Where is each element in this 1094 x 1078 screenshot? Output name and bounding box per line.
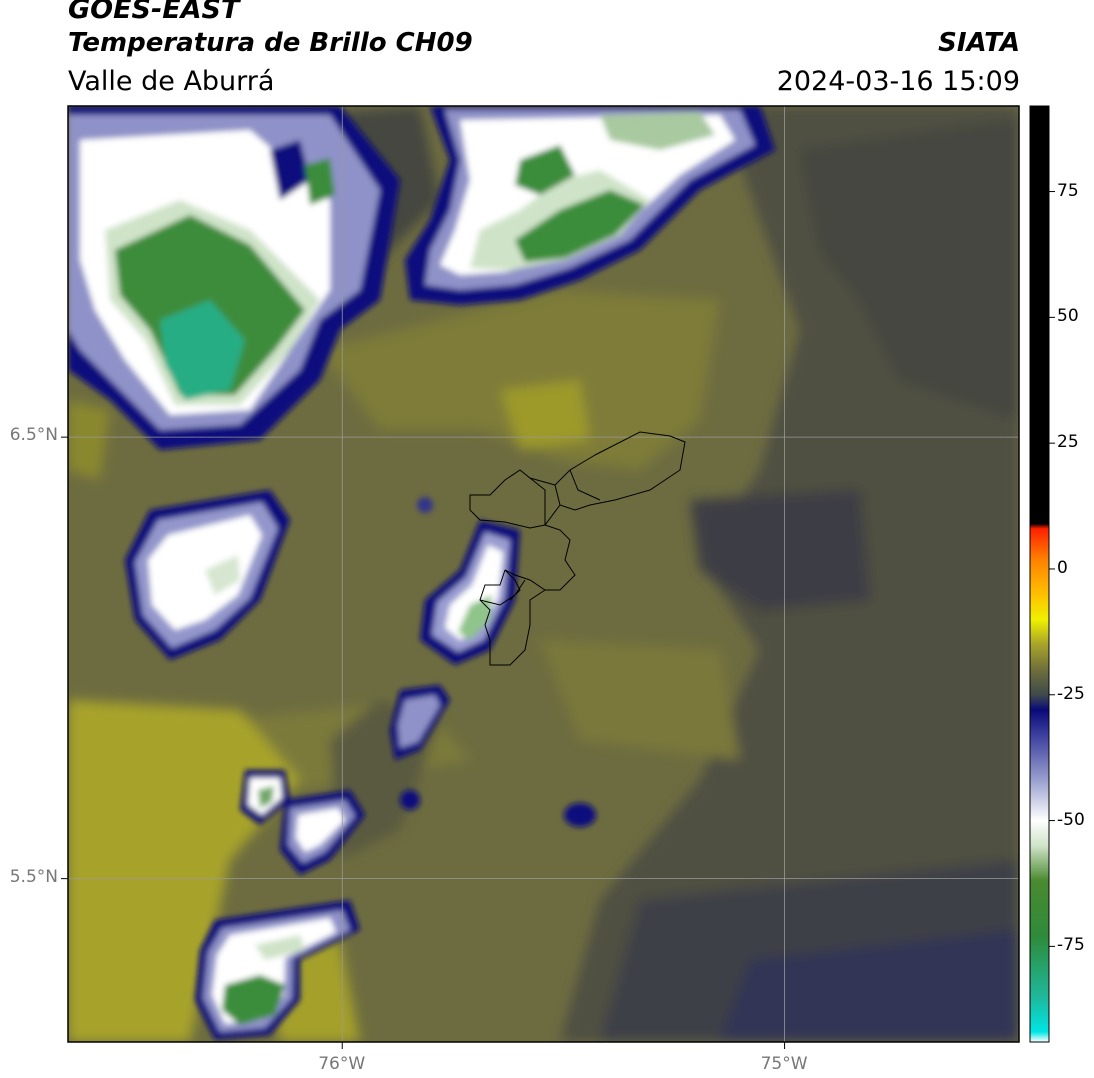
map-gridlines — [68, 106, 1019, 1042]
x-tick-label: 75°W — [760, 1054, 808, 1074]
y-tick-label: 6.5°N — [9, 425, 58, 446]
map-frame — [67, 105, 1020, 1043]
colorbar-tick-label: 0 — [1057, 557, 1068, 578]
y-tick-label: 5.5°N — [9, 866, 58, 887]
colorbar-tick-label: 25 — [1057, 432, 1079, 453]
colorbar-ticks — [1049, 191, 1055, 947]
cloud-west — [125, 490, 290, 660]
temperature-field — [68, 106, 1019, 1042]
colorbar-tick-label: -50 — [1057, 809, 1085, 830]
cloud-northwest — [68, 106, 400, 450]
colorbar-tick-label: -25 — [1057, 683, 1085, 704]
organization-label: SIATA — [938, 28, 1020, 58]
cloud-small-cells — [240, 497, 596, 875]
axis-ticks — [61, 436, 786, 1049]
colorbar-tick-label: 75 — [1057, 180, 1079, 201]
colorbar-ramp — [1029, 105, 1050, 1043]
datetime-label: 2024-03-16 15:09 — [776, 66, 1020, 97]
cloud-north — [405, 106, 775, 305]
cloud-south — [195, 900, 360, 1040]
x-tick-label: 76°W — [318, 1054, 366, 1074]
cloud-central — [420, 520, 520, 665]
region-subtitle: Valle de Aburrá — [68, 66, 275, 97]
product-title: Temperatura de Brillo CH09 — [68, 28, 473, 58]
valle-de-aburra-boundaries — [469, 431, 686, 666]
colorbar-tick-label: -75 — [1057, 935, 1085, 956]
colorbar-tick-label: 50 — [1057, 306, 1079, 327]
satellite-title: GOES-EAST — [68, 0, 240, 25]
